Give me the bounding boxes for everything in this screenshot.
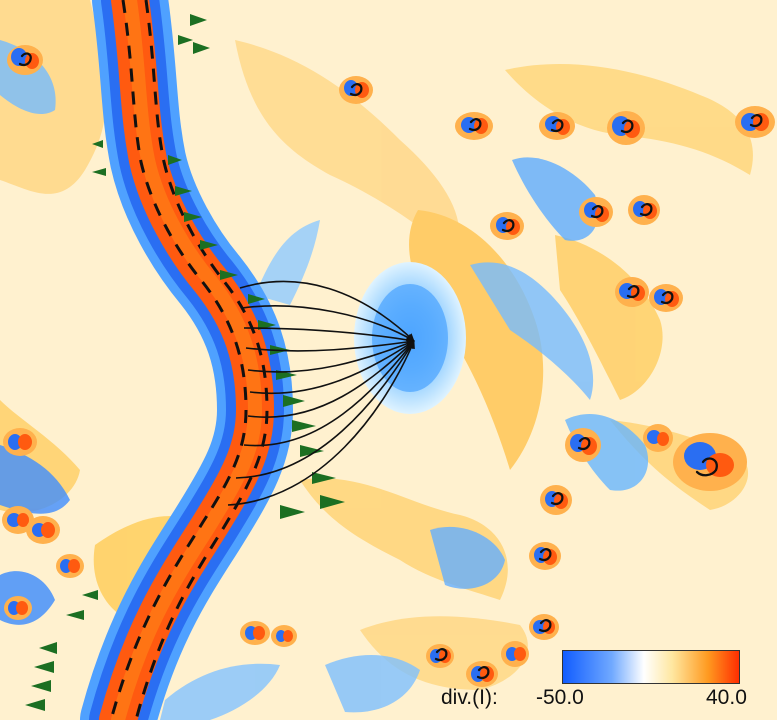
streamlines	[227, 280, 415, 506]
colorbar-max-label: 40.0	[706, 686, 747, 709]
vortex-markers	[18, 52, 763, 680]
colorbar-frame	[562, 650, 740, 684]
vortex-blobs	[2, 45, 775, 687]
main-front	[80, 0, 294, 720]
colorbar-title: div.(I):	[441, 686, 498, 709]
cool-patches	[0, 40, 649, 720]
colorbar-gradient	[562, 650, 740, 684]
green-vector-field	[25, 14, 345, 711]
colorbar-min-label: -50.0	[536, 686, 584, 709]
front-dashes	[109, 0, 269, 720]
